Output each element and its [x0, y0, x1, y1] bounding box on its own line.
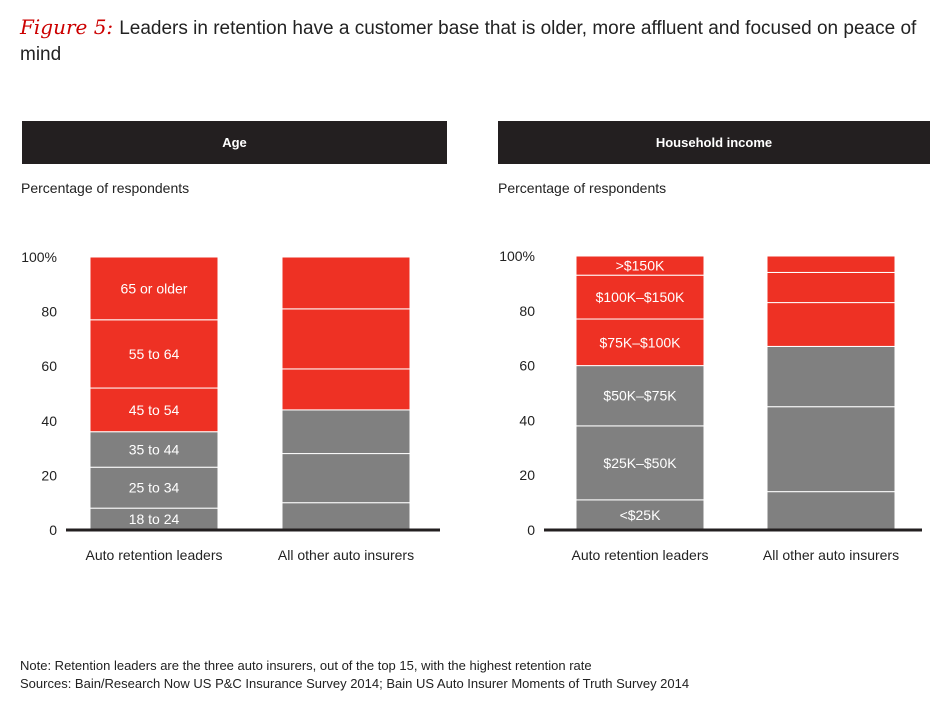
- figure-title: Figure 5: Leaders in retention have a cus…: [20, 14, 940, 68]
- age-y-tick-label: 60: [41, 358, 57, 374]
- income-bar-segment: [766, 302, 896, 347]
- income-y-tick-label: 0: [527, 522, 535, 538]
- income-bar-segment: [575, 365, 705, 427]
- age-y-tick-label: 0: [49, 522, 57, 538]
- age-segment-label: 25 to 34: [129, 480, 180, 496]
- age-bar-segment: [89, 431, 219, 468]
- footnote-sources: Sources: Bain/Research Now US P&C Insura…: [20, 676, 690, 691]
- age-bar-segment: [281, 409, 411, 455]
- income-y-tick-label: 100%: [499, 248, 535, 264]
- age-category-label: All other auto insurers: [278, 547, 414, 563]
- age-y-tick-label: 100%: [21, 249, 57, 265]
- income-bar-segment: [575, 255, 705, 276]
- age-bar-segment: [89, 387, 219, 433]
- age-segment-label: 55 to 64: [129, 346, 180, 362]
- income-bar-segment: [766, 255, 896, 273]
- age-segment-label: 18 to 24: [129, 511, 180, 527]
- age-bar-segment: [281, 368, 411, 411]
- age-y-tick-label: 40: [41, 413, 57, 429]
- figure-label: Figure 5:: [20, 15, 114, 39]
- age-bar-segment: [281, 308, 411, 370]
- income-segment-label: $100K–$150K: [596, 289, 685, 305]
- income-segment-label: $50K–$75K: [603, 388, 677, 404]
- age-category-label: Auto retention leaders: [86, 547, 223, 563]
- age-bar-segment: [89, 319, 219, 389]
- income-y-tick-label: 60: [519, 358, 535, 374]
- age-segment-label: 65 or older: [121, 280, 188, 296]
- age-segment-label: 35 to 44: [129, 441, 180, 457]
- income-bar-segment: [766, 406, 896, 493]
- income-bar-segment: [766, 491, 896, 531]
- income-segment-label: <$25K: [620, 507, 662, 523]
- income-y-axis-label: Percentage of respondents: [498, 180, 667, 196]
- age-bar-segment: [89, 256, 219, 321]
- income-segment-label: $75K–$100K: [600, 334, 682, 350]
- income-bar-segment: [575, 499, 705, 531]
- age-segment-label: 45 to 54: [129, 402, 180, 418]
- income-category-label: All other auto insurers: [763, 547, 899, 563]
- income-y-tick-label: 80: [519, 303, 535, 319]
- income-bar-segment: [766, 271, 896, 304]
- income-segment-label: $25K–$50K: [603, 455, 677, 471]
- income-panel-header: Household income: [498, 121, 930, 164]
- footnote-note: Note: Retention leaders are the three au…: [20, 658, 592, 673]
- income-y-tick-label: 20: [519, 467, 535, 483]
- age-panel-header: Age: [22, 121, 447, 164]
- age-y-tick-label: 80: [41, 304, 57, 320]
- age-bar-segment: [281, 256, 411, 310]
- income-bar-segment: [766, 345, 896, 408]
- footnotes: Note: Retention leaders are the three au…: [20, 657, 689, 693]
- income-category-label: Auto retention leaders: [572, 547, 709, 563]
- income-y-tick-label: 40: [519, 412, 535, 428]
- age-bar-segment: [89, 466, 219, 509]
- income-bar-segment: [575, 425, 705, 501]
- age-bar-segment: [281, 453, 411, 504]
- income-bar-segment: [575, 274, 705, 320]
- age-y-tick-label: 20: [41, 467, 57, 483]
- age-y-axis-label: Percentage of respondents: [21, 180, 190, 196]
- income-segment-label: >$150K: [616, 258, 665, 274]
- figure-title-text: Leaders in retention have a customer bas…: [20, 18, 917, 65]
